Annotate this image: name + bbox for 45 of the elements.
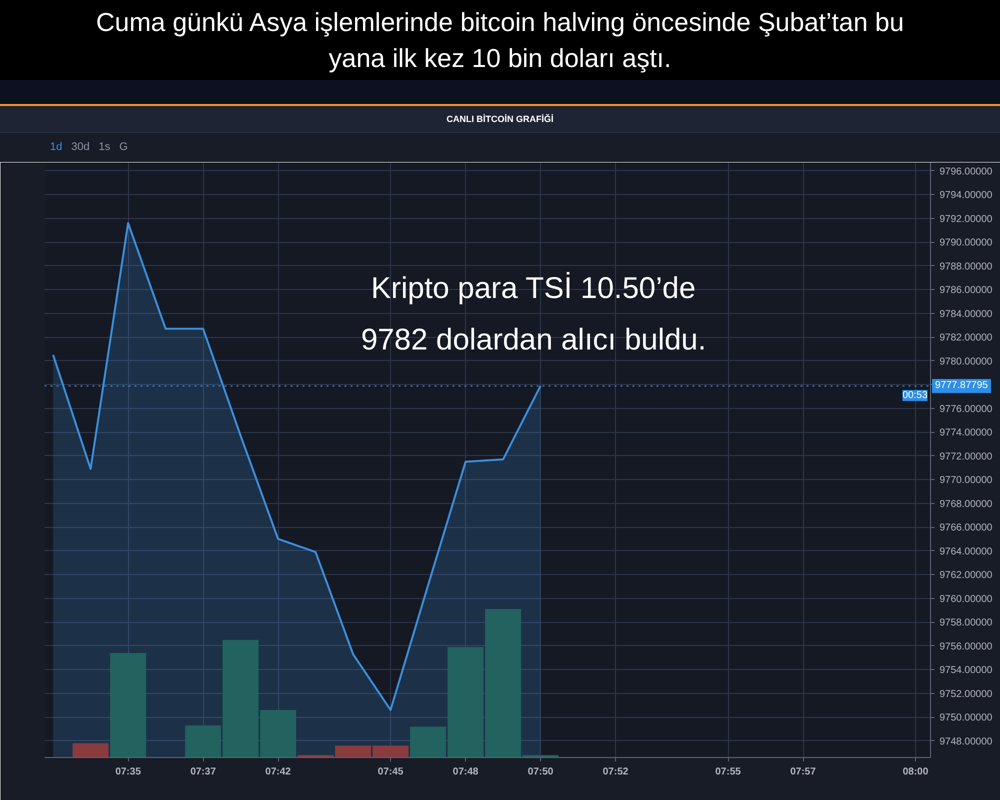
text: 1s xyxy=(98,141,110,153)
x-tick-label: 07:37 xyxy=(190,766,216,778)
x-tick-label: 07:35 xyxy=(115,766,142,778)
y-tick-label: 9762.00000 xyxy=(940,570,993,582)
y-tick-label: 9754.00000 xyxy=(940,665,993,676)
y-tick-label: 9770.00000 xyxy=(940,475,993,486)
text: 30d xyxy=(71,141,90,153)
y-tick-label: 9766.00000 xyxy=(940,522,993,534)
chart-subtitle: CANLI BİTCOİN GRAFİĞİ xyxy=(0,106,1000,133)
y-tick-label: 9782.00000 xyxy=(940,332,993,344)
y-tick-label: 9786.00000 xyxy=(940,285,993,296)
bar xyxy=(72,743,109,758)
y-tick-label: 9758.00000 xyxy=(940,618,993,629)
x-tick-label: 07:52 xyxy=(602,766,629,778)
x-tick-label: 07:57 xyxy=(790,766,816,778)
text: 1d xyxy=(50,141,62,153)
x-tick-label: 07:48 xyxy=(452,766,479,778)
x-tick-label: 07:45 xyxy=(378,766,404,778)
bar xyxy=(110,652,146,758)
text: G xyxy=(119,141,128,153)
y-tick-label: 9760.00000 xyxy=(940,594,993,605)
x-tick-label: 08:00 xyxy=(902,766,929,778)
y-tick-label: 9774.00000 xyxy=(940,428,993,439)
y-tick-label: 9784.00000 xyxy=(940,308,993,320)
y-tick-label: 9792.00000 xyxy=(940,214,993,225)
x-tick-label: 07:50 xyxy=(528,766,554,778)
y-tick-label: 9756.00000 xyxy=(940,641,993,652)
y-tick-label: 9788.00000 xyxy=(940,261,993,272)
y-tick-label: 9780.00000 xyxy=(940,356,993,368)
annotation: 00:53 xyxy=(902,390,928,402)
annotation: Kripto para TSİ 10.50’de 9782 dolardan alıcı buldu. xyxy=(360,271,706,356)
y-tick-label: 9796.00000 xyxy=(940,166,993,178)
x-tick-label: 07:42 xyxy=(265,766,292,778)
y-tick-label: 9772.00000 xyxy=(940,451,993,462)
x-tick-label: 07:55 xyxy=(715,766,742,778)
ref-line-label: 9777.87795 xyxy=(932,378,991,392)
y-tick-label: 9776.00000 xyxy=(940,404,993,415)
y-tick-label: 9750.00000 xyxy=(940,712,993,724)
y-tick-label: 9768.00000 xyxy=(940,498,993,510)
y-tick-label: 9790.00000 xyxy=(940,238,993,249)
y-tick-label: 9764.00000 xyxy=(940,546,993,558)
y-tick-label: 9794.00000 xyxy=(940,190,993,202)
chart-title: Cuma günkü Asya işlemlerinde bitcoin halving öncesinde Şubat’tan bu yana ilk kez 10 bin doları aştı. xyxy=(0,0,1000,80)
y-tick-label: 9748.00000 xyxy=(940,736,993,748)
y-tick-label: 9752.00000 xyxy=(940,688,993,700)
